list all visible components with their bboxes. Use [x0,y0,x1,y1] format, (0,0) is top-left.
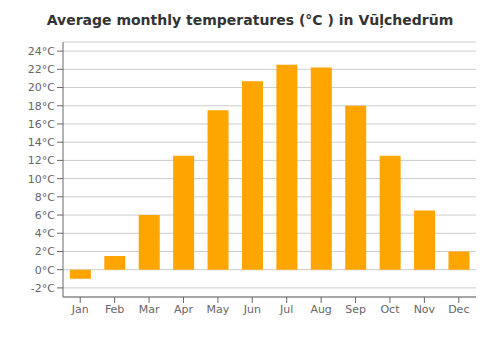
svg-text:-2°C: -2°C [31,282,55,295]
svg-text:18°C: 18°C [28,100,55,113]
svg-text:Oct: Oct [380,303,400,316]
svg-text:Sep: Sep [345,303,366,316]
svg-text:22°C: 22°C [28,63,55,76]
svg-text:4°C: 4°C [35,227,55,240]
svg-text:0°C: 0°C [35,264,55,277]
svg-text:6°C: 6°C [35,209,55,222]
svg-text:Mar: Mar [139,303,160,316]
svg-text:Feb: Feb [105,303,124,316]
svg-text:8°C: 8°C [35,191,55,204]
svg-text:24°C: 24°C [28,45,55,58]
svg-text:Apr: Apr [174,303,194,316]
svg-text:Nov: Nov [414,303,436,316]
svg-text:Jul: Jul [279,303,293,316]
html-text:Average monthly temperatures (: Average monthly temperatures (°C ) in Vū… [46,12,454,28]
svg-text:Jun: Jun [243,303,261,316]
svg-text:12°C: 12°C [28,154,55,167]
svg-text:May: May [207,303,230,316]
svg-text:14°C: 14°C [28,136,55,149]
svg-text:Dec: Dec [448,303,469,316]
svg-text:2°C: 2°C [35,245,55,258]
svg-text:Aug: Aug [310,303,331,316]
svg-text:20°C: 20°C [28,81,55,94]
svg-text:10°C: 10°C [28,173,55,186]
svg-text:Jan: Jan [71,303,89,316]
svg-text:16°C: 16°C [28,118,55,131]
